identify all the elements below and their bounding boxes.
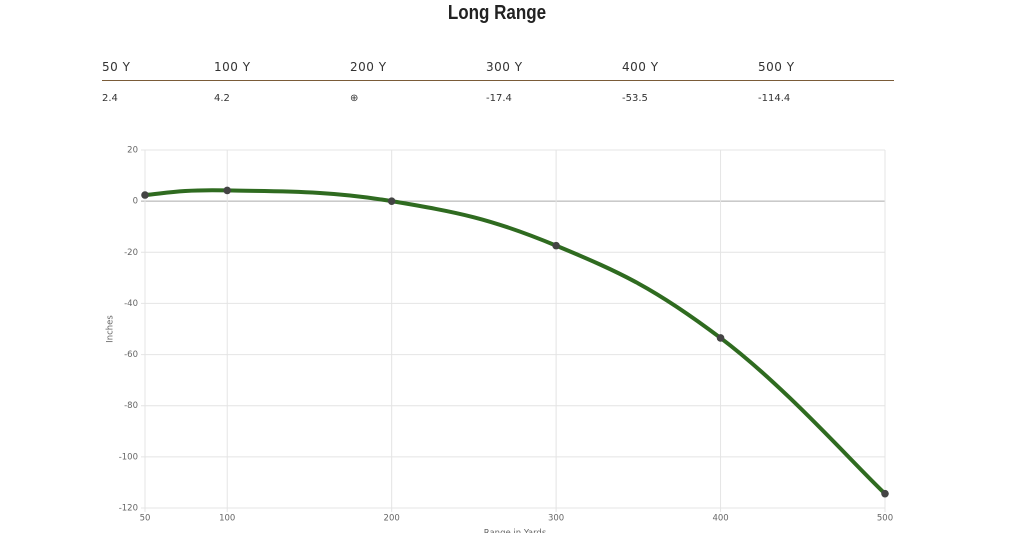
table-cell: -53.5 (622, 93, 648, 104)
table-cell: ⊕ (350, 93, 359, 104)
table-header-row: 50 Y 100 Y 200 Y 300 Y 400 Y 500 Y (102, 58, 894, 81)
column-header: 50 Y (102, 60, 131, 74)
x-tick-label: 200 (384, 514, 400, 524)
table-cell: -114.4 (758, 93, 791, 104)
section-title: Long Range (447, 2, 547, 24)
column-header: 300 Y (486, 60, 523, 74)
table-cell: -17.4 (486, 93, 512, 104)
column-header: 400 Y (622, 60, 659, 74)
data-point (223, 186, 232, 195)
y-tick-label: 20 (127, 146, 138, 156)
y-tick-label: -80 (124, 401, 138, 411)
x-tick-label: 50 (140, 514, 151, 524)
drop-table: 50 Y 100 Y 200 Y 300 Y 400 Y 500 Y 2.4 4.2 ⊕ -17.… (102, 58, 894, 104)
y-tick-label: 0 (133, 197, 138, 207)
x-tick-label: 100 (219, 514, 235, 524)
x-axis-label: Range in Yards (484, 529, 547, 533)
y-axis-label: Inches (106, 315, 116, 343)
data-point (387, 197, 396, 205)
data-point (881, 489, 889, 498)
y-tick-label: -60 (124, 350, 138, 360)
y-tick-label: -20 (124, 248, 138, 258)
data-point (141, 191, 149, 199)
x-tick-label: 300 (548, 514, 564, 524)
table-cell: 2.4 (102, 93, 118, 104)
table-row: 2.4 4.2 ⊕ -17.4 -53.5 -114.4 (102, 81, 894, 104)
column-header: 200 Y (350, 60, 387, 74)
x-tick-label: 400 (712, 514, 728, 524)
column-header: 100 Y (214, 60, 251, 74)
data-point (716, 334, 725, 342)
data-point (552, 241, 560, 250)
x-tick-label: 500 (877, 514, 893, 524)
y-tick-label: -120 (119, 504, 138, 514)
y-tick-label: -40 (124, 299, 138, 309)
column-header: 500 Y (758, 60, 795, 74)
table-cell: 4.2 (214, 93, 230, 104)
trajectory-line (143, 188, 887, 496)
y-tick-label: -100 (119, 452, 138, 462)
